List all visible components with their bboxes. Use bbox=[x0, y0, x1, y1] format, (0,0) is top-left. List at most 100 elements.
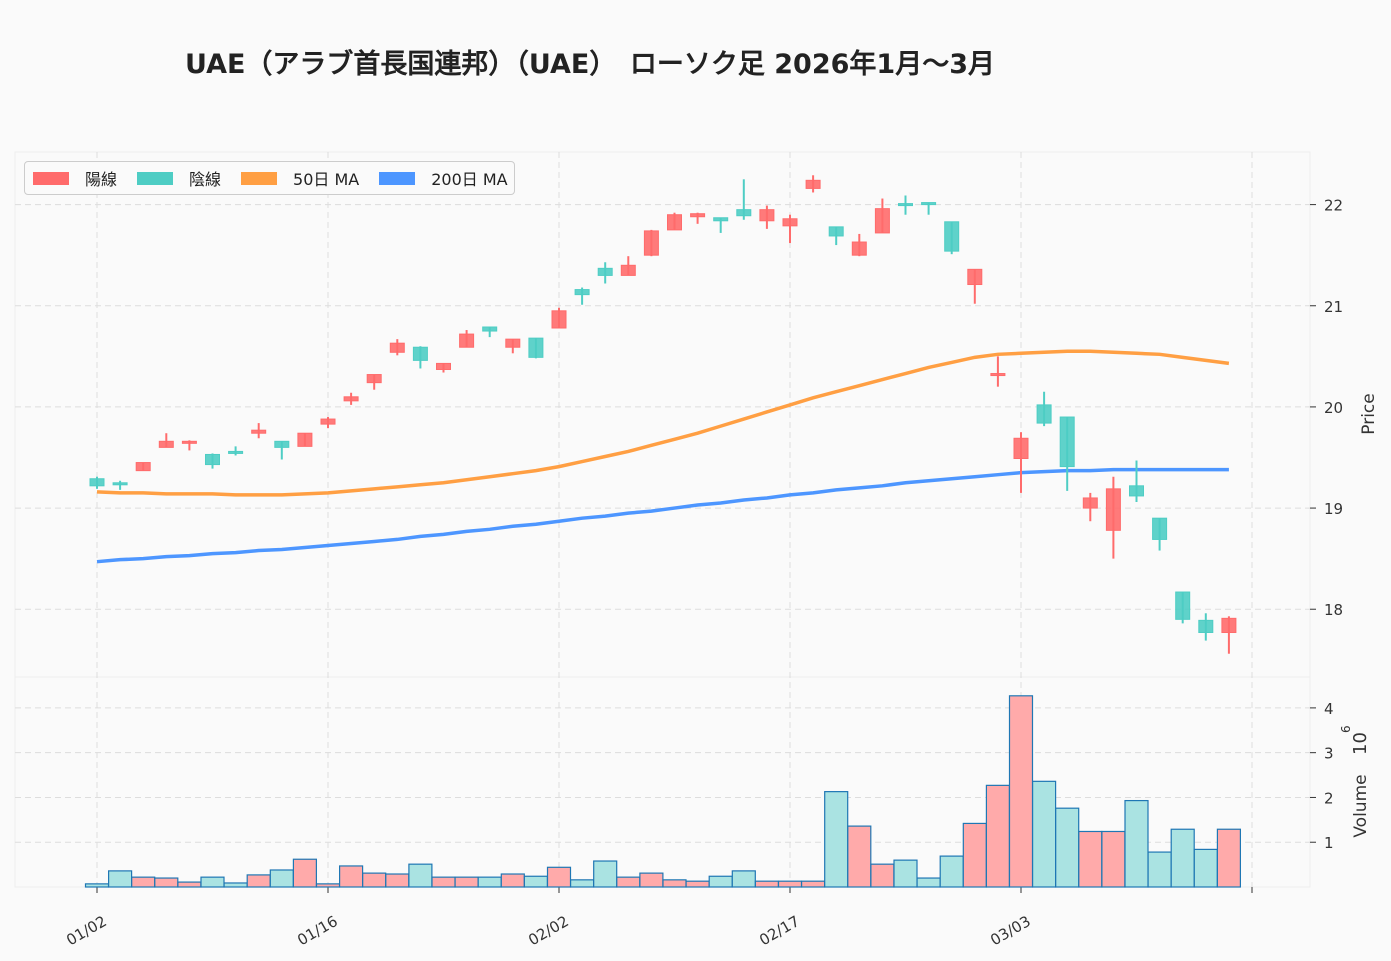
volume-bar bbox=[847, 825, 872, 888]
candle-down bbox=[1129, 485, 1144, 497]
candle-down bbox=[1175, 591, 1191, 620]
volume-bar bbox=[1170, 828, 1195, 888]
price-panel bbox=[14, 151, 1311, 678]
candle-up bbox=[436, 362, 451, 370]
candle-down bbox=[828, 226, 844, 237]
candle-up bbox=[690, 213, 706, 218]
volume-bar bbox=[1101, 830, 1126, 888]
candle-up bbox=[782, 218, 798, 227]
candle-up bbox=[851, 241, 867, 256]
volume-tick-label: 2 bbox=[1324, 789, 1334, 807]
volume-bar bbox=[408, 863, 433, 888]
ma200-line bbox=[96, 467, 1229, 564]
candle-up bbox=[1013, 437, 1029, 460]
volume-bar bbox=[200, 876, 225, 888]
legend-item-ma200: 200日 MA bbox=[377, 166, 508, 190]
price-tick-label: 18 bbox=[1324, 601, 1343, 619]
volume-bar bbox=[131, 876, 156, 888]
volume-bar bbox=[1193, 848, 1218, 888]
x-tick-label: 01/02 bbox=[63, 912, 109, 949]
volume-bar bbox=[107, 870, 133, 888]
x-tick-label: 02/02 bbox=[525, 912, 571, 949]
candle-up bbox=[759, 209, 775, 222]
legend-label-down: 陰線 bbox=[189, 170, 222, 189]
volume-bar bbox=[454, 876, 479, 888]
volume-bar bbox=[593, 860, 618, 888]
volume-axis-label: Volume bbox=[1351, 774, 1371, 837]
candle-up bbox=[643, 230, 659, 256]
volume-tick-label: 1 bbox=[1324, 834, 1334, 852]
candle-down bbox=[274, 440, 290, 448]
volume-bar bbox=[223, 882, 248, 888]
price-tick-label: 22 bbox=[1324, 197, 1343, 215]
candle-down bbox=[597, 267, 613, 276]
candle-down bbox=[205, 453, 220, 466]
candle-down bbox=[1198, 619, 1214, 633]
volume-bar bbox=[315, 883, 341, 888]
volume-tick-label: 3 bbox=[1324, 745, 1334, 763]
candle-down bbox=[228, 450, 244, 454]
candle-up bbox=[459, 333, 475, 348]
price-tick-label: 20 bbox=[1324, 399, 1343, 417]
volume-bar bbox=[431, 876, 456, 888]
legend-item-up: 陽線 bbox=[31, 166, 117, 190]
candle-down bbox=[921, 202, 937, 206]
volume-bar bbox=[246, 874, 271, 888]
legend-item-down: 陰線 bbox=[135, 166, 221, 190]
candle-up bbox=[667, 214, 682, 231]
legend-label-ma200: 200日 MA bbox=[431, 170, 508, 189]
candle-up bbox=[551, 310, 567, 329]
candle-down bbox=[482, 326, 498, 332]
candle-up bbox=[1082, 497, 1098, 509]
volume-bar bbox=[546, 866, 572, 888]
volume-bar bbox=[1055, 807, 1080, 888]
legend-label-up: 陽線 bbox=[85, 170, 118, 189]
candle-up bbox=[135, 462, 151, 472]
candle-up bbox=[990, 373, 1006, 377]
volume-bar bbox=[916, 877, 941, 888]
volume-bar bbox=[824, 791, 849, 888]
volume-bar bbox=[1147, 851, 1172, 888]
volume-bar bbox=[84, 883, 110, 888]
volume-bar bbox=[939, 855, 964, 888]
volume-bar bbox=[685, 880, 710, 888]
volume-bar bbox=[1078, 830, 1103, 888]
volume-bar bbox=[754, 880, 780, 888]
candle-up bbox=[805, 179, 821, 189]
candle-down bbox=[1059, 416, 1075, 468]
legend-swatch-up bbox=[33, 171, 69, 185]
volume-bar bbox=[177, 881, 202, 888]
volume-bar bbox=[569, 879, 595, 888]
candle-down bbox=[574, 289, 590, 296]
chart-title: UAE（アラブ首長国連邦）（UAE） ローソク足 2026年1月〜3月 bbox=[185, 49, 995, 80]
volume-bar bbox=[477, 876, 502, 888]
volume-bar bbox=[893, 859, 918, 888]
candle-down bbox=[1036, 404, 1052, 424]
legend-label-ma50: 50日 MA bbox=[293, 170, 360, 189]
legend-swatch-ma50 bbox=[241, 171, 278, 185]
price-tick-label: 21 bbox=[1324, 298, 1343, 316]
volume-bar bbox=[708, 875, 733, 888]
candle-up bbox=[366, 374, 382, 384]
candle-up bbox=[1105, 488, 1121, 531]
candle-up bbox=[1221, 617, 1237, 633]
candle-down bbox=[112, 482, 128, 486]
x-tick-label: 03/03 bbox=[987, 912, 1033, 949]
volume-bar bbox=[962, 822, 987, 888]
volume-unit-label: 10 bbox=[1350, 732, 1371, 755]
volume-bar bbox=[362, 872, 387, 888]
volume-bar bbox=[985, 784, 1011, 888]
volume-bar bbox=[777, 880, 803, 888]
volume-tick-label: 4 bbox=[1324, 700, 1334, 718]
legend: 陽線 陰線 50日 MA 200日 MA bbox=[24, 161, 515, 195]
candle-down bbox=[898, 203, 913, 207]
candle-up bbox=[620, 264, 636, 276]
candle-up bbox=[505, 338, 521, 348]
volume-bar bbox=[870, 863, 895, 888]
volume-bar bbox=[500, 873, 525, 888]
volume-bar bbox=[616, 876, 641, 888]
volume-bar bbox=[269, 869, 294, 888]
legend-swatch-ma200 bbox=[379, 171, 416, 185]
candle-down bbox=[412, 346, 428, 361]
